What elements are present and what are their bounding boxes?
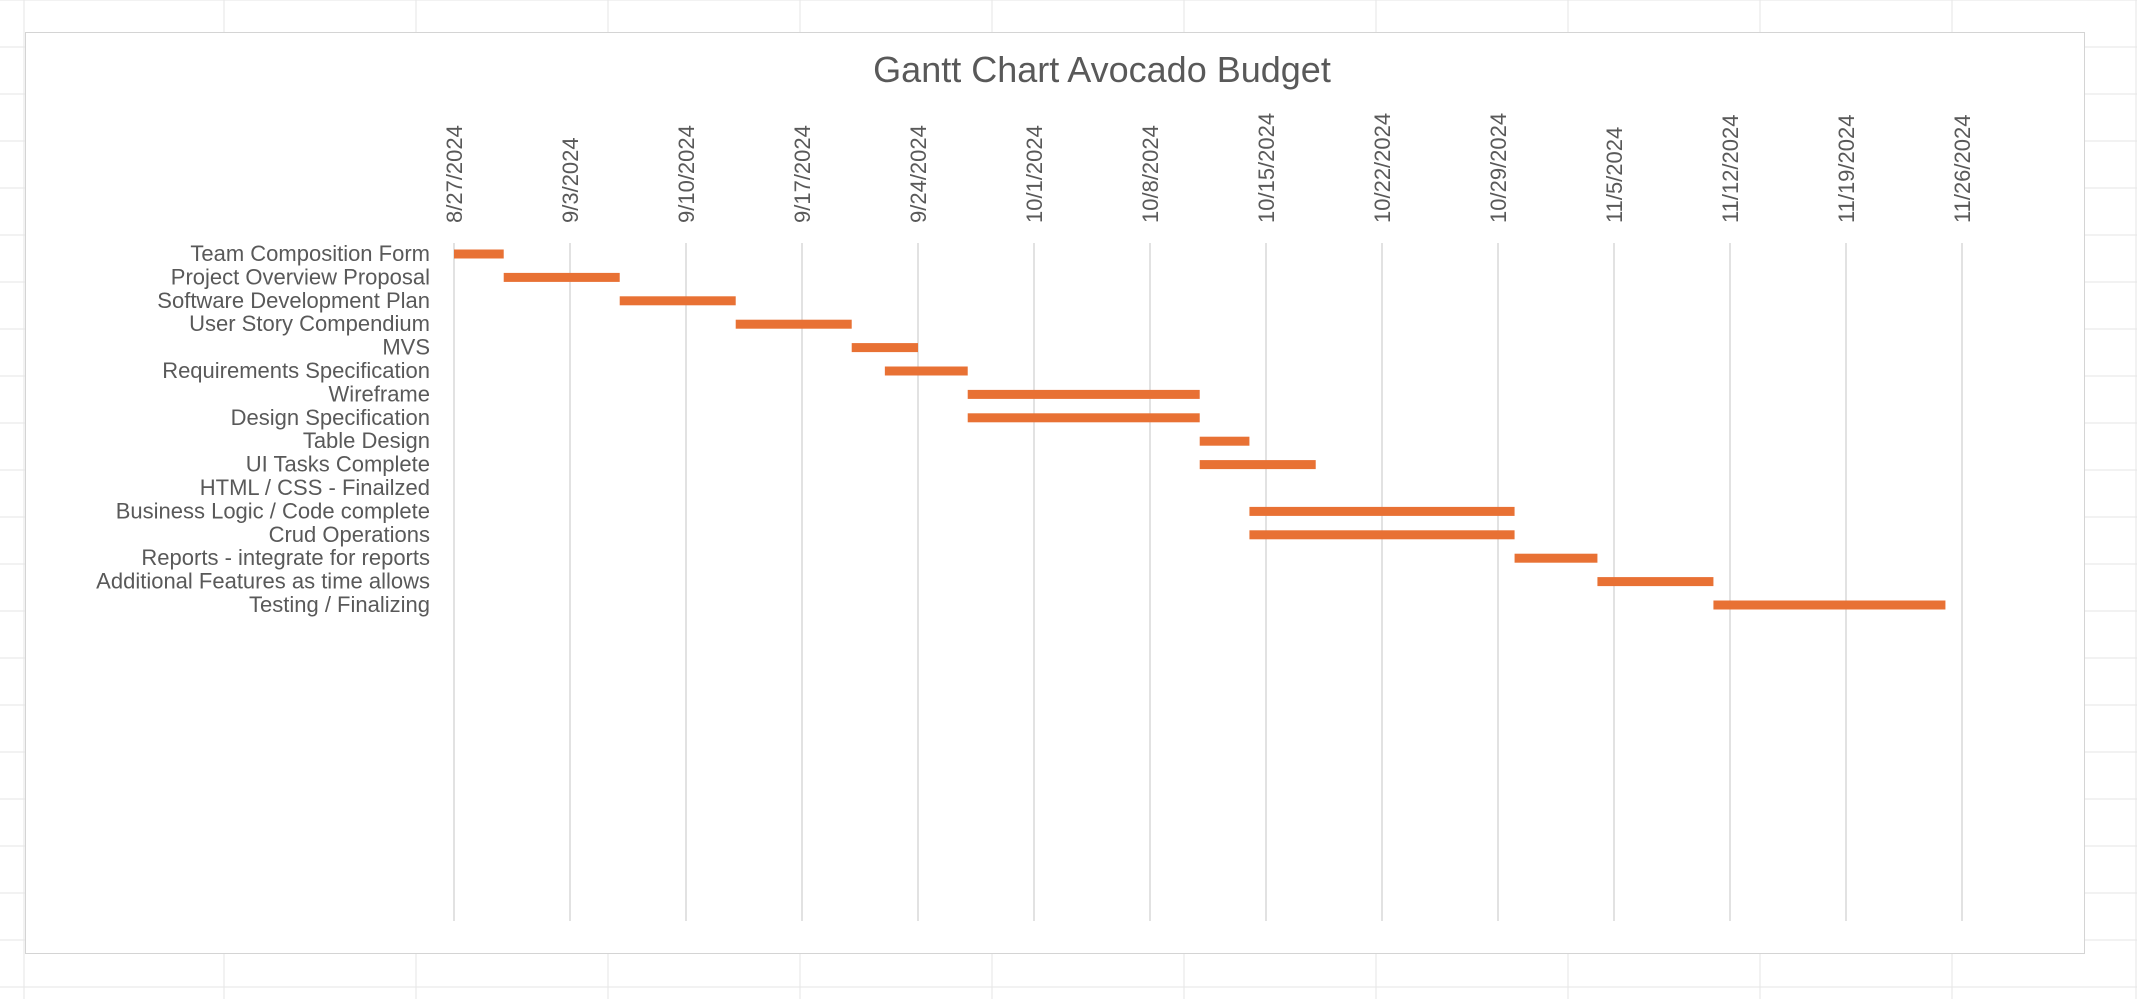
task-bar: [1249, 506, 1515, 516]
task-label: Team Composition Form: [190, 241, 430, 266]
task-bar: [1514, 553, 1598, 563]
x-tick-label: 10/22/2024: [1370, 113, 1395, 223]
x-tick-label: 9/17/2024: [790, 125, 815, 223]
task-label: Business Logic / Code complete: [116, 498, 430, 523]
task-label: Additional Features as time allows: [96, 569, 430, 594]
task-bar: [967, 413, 1200, 423]
task-bar: [851, 343, 918, 353]
chart-area[interactable]: Gantt Chart Avocado Budget 8/27/2024 9/3/2…: [25, 32, 2085, 954]
task-label: Wireframe: [329, 381, 430, 406]
x-tick-label: 11/12/2024: [1718, 115, 1743, 223]
gantt-chart: Gantt Chart Avocado Budget 8/27/2024 9/3/2…: [96, 49, 1975, 921]
x-tick-label: 8/27/2024: [442, 125, 467, 223]
task-label: Testing / Finalizing: [249, 592, 430, 617]
x-tick-label: 10/29/2024: [1486, 113, 1511, 223]
x-tick-label: 9/24/2024: [906, 125, 931, 223]
x-tick-label: 11/26/2024: [1950, 115, 1975, 223]
task-bar: [884, 366, 968, 376]
task-label: Design Specification: [231, 405, 430, 430]
task-bar: [1597, 577, 1714, 587]
task-label: Reports - integrate for reports: [141, 545, 430, 570]
task-label: Crud Operations: [269, 522, 430, 547]
task-bar: [1249, 530, 1515, 540]
task-bar: [735, 319, 852, 329]
x-tick-label: 11/5/2024: [1602, 127, 1627, 223]
task-label: Table Design: [303, 428, 430, 453]
x-tick-label: 10/1/2024: [1022, 125, 1047, 223]
x-tick-label: 9/10/2024: [674, 125, 699, 223]
x-tick-label: 10/15/2024: [1254, 113, 1279, 223]
chart-title: Gantt Chart Avocado Budget: [873, 49, 1331, 90]
task-bar: [454, 249, 504, 259]
task-bar: [1199, 436, 1250, 446]
x-tick-label: 10/8/2024: [1138, 125, 1163, 223]
task-label: UI Tasks Complete: [246, 452, 430, 477]
task-label: HTML / CSS - Finailzed: [200, 475, 430, 500]
task-label: MVS: [382, 335, 430, 360]
task-bar: [1199, 460, 1316, 470]
x-tick-label: 9/3/2024: [558, 137, 583, 223]
task-label: User Story Compendium: [189, 311, 430, 336]
task-bar: [967, 389, 1200, 399]
task-bar: [503, 272, 620, 282]
task-bar: [619, 296, 736, 306]
task-bar: [1713, 600, 1946, 610]
task-label: Project Overview Proposal: [171, 264, 430, 289]
x-tick-label: 11/19/2024: [1834, 115, 1859, 223]
task-label: Software Development Plan: [157, 288, 430, 313]
task-label: Requirements Specification: [162, 358, 430, 383]
